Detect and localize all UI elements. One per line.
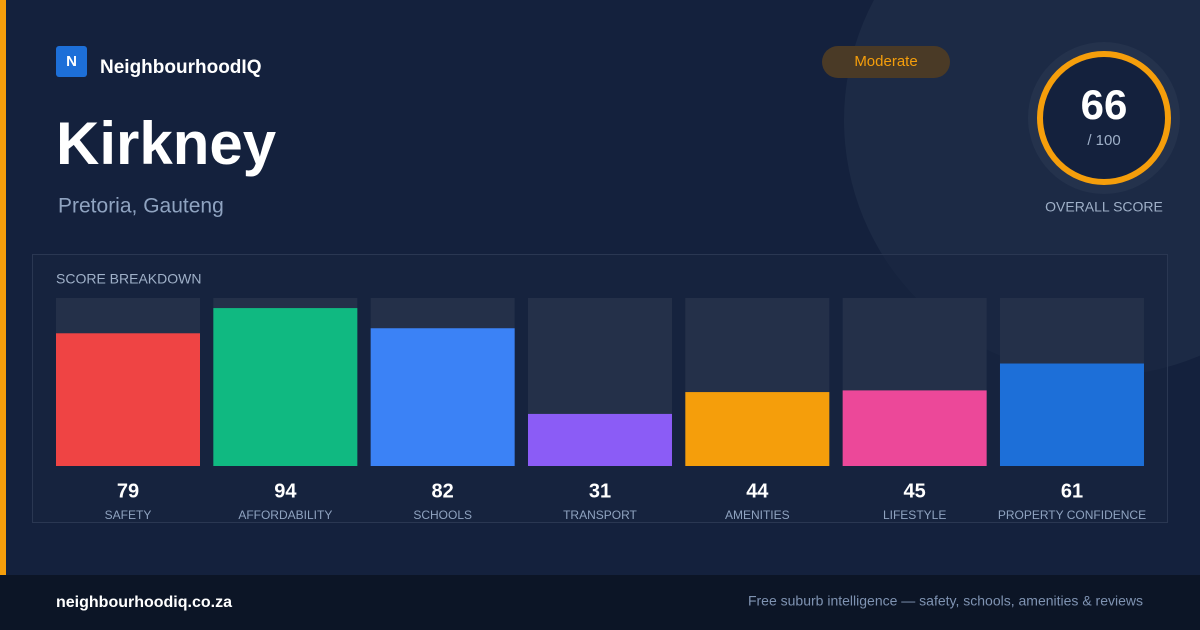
footer-tagline: Free suburb intelligence — safety, schoo…	[748, 593, 1143, 609]
breakdown-title: SCORE BREAKDOWN	[56, 271, 201, 287]
bar-value: 61	[1061, 480, 1083, 502]
bar	[213, 308, 358, 466]
bar	[685, 392, 830, 466]
location: Pretoria, Gauteng	[58, 195, 224, 218]
bar	[527, 413, 672, 466]
footer	[0, 575, 1200, 630]
bar-label: SAFETY	[105, 508, 152, 522]
brand-name: NeighbourhoodIQ	[100, 57, 261, 78]
bar	[370, 328, 515, 466]
badge-text: Moderate	[854, 53, 917, 70]
bar-label: PROPERTY CONFIDENCE	[998, 508, 1146, 522]
bar	[842, 390, 987, 466]
bar-value: 44	[746, 480, 769, 502]
bar-label: SCHOOLS	[413, 508, 472, 522]
suburb-title: Kirkney	[56, 110, 277, 177]
logo-letter: N	[66, 53, 77, 70]
score-value: 66	[1081, 81, 1128, 128]
bar-value: 31	[589, 480, 611, 502]
score-label: OVERALL SCORE	[1045, 199, 1163, 215]
badge	[822, 46, 950, 78]
score-ring	[1037, 51, 1171, 185]
logo	[56, 46, 87, 77]
bar-label: AFFORDABILITY	[238, 508, 332, 522]
score-out-of: / 100	[1087, 132, 1120, 149]
bar-value: 94	[274, 480, 297, 502]
accent-stripe	[0, 0, 6, 575]
bar-label: LIFESTYLE	[883, 508, 946, 522]
bar-label: AMENITIES	[725, 508, 790, 522]
bar-label: TRANSPORT	[563, 508, 637, 522]
bar-value: 82	[432, 480, 454, 502]
bar-value: 45	[904, 480, 926, 502]
bar	[56, 333, 200, 466]
bar-value: 79	[117, 480, 139, 502]
footer-domain: neighbourhoodiq.co.za	[56, 594, 232, 611]
bar	[999, 363, 1144, 466]
